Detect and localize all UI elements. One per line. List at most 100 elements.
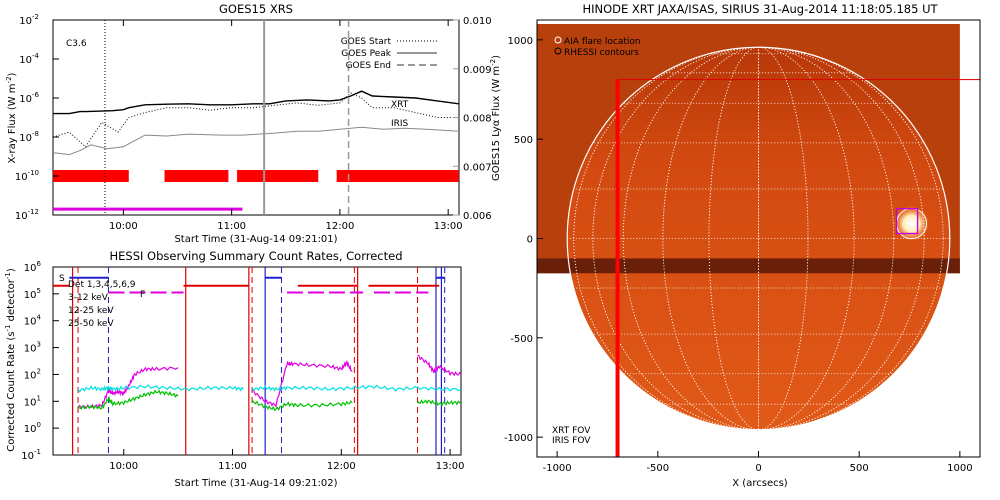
hessi-series [77, 354, 461, 412]
xrt-x-axis-label: X (arcsecs) [732, 478, 788, 489]
goes-y2-tick-label-1: 0.007 [463, 162, 492, 173]
goes-y2-tick-label-0: 0.006 [463, 211, 492, 222]
goes-x-ticks: 10:00 11:00 12:00 13:00 [109, 20, 463, 232]
fov-boxes [615, 79, 980, 457]
hessi-y-tick-label-0-exp: -1 [34, 448, 41, 456]
hessi-flag-bars [53, 276, 445, 294]
goes-y-tick-label-0-exp: -12 [28, 208, 39, 216]
hessi-series-0-segment-2 [417, 354, 461, 377]
hessi-y-axis-label: Corrected Count Rate (s-1 detector-1) [4, 268, 17, 452]
goes-y-tick-label-2-exp: -8 [32, 130, 39, 138]
hessi-y-tick-label-6: 105 [24, 287, 41, 301]
xrt-x-ticks: -1000 -500 0 500 1000 [543, 451, 973, 474]
hessi-series-0-segment-1 [252, 360, 353, 409]
goes-y-tick-label-0: 10-12 [15, 208, 39, 222]
hessi-x-tick-label-1: 11:00 [218, 461, 247, 472]
hessi-y-tick-label-1-exp: 0 [37, 421, 41, 429]
hessi-vertical-markers [71, 267, 446, 455]
hessi-title: HESSI Observing Summary Count Rates, Cor… [109, 249, 402, 263]
goes-series-1 [53, 126, 459, 156]
hessi-y-tick-label-4-base: 10 [24, 344, 37, 355]
hessi-y-tick-label-4: 103 [24, 341, 41, 355]
xrt-y-tick-label-3: 500 [514, 135, 533, 146]
goes-y-tick-label-3: 10-6 [19, 91, 39, 105]
hessi-x-axis-label: Start Time (31-Aug-14 09:21:02) [174, 478, 337, 489]
hessi-y-tick-label-5-base: 10 [24, 317, 37, 328]
hessi-y-tick-label-2: 101 [24, 394, 41, 408]
goes-y-tick-label-2: 10-8 [19, 130, 39, 144]
goes-legend: GOES Start GOES Peak GOES End [341, 37, 437, 71]
xrt-interval-bar-0 [53, 170, 129, 182]
flare-brightening [893, 205, 930, 242]
hessi-y-tick-label-0: 10-1 [21, 448, 41, 462]
goes-y2-ticks: 0.006 0.007 0.008 0.009 0.010 [453, 16, 492, 222]
iris-fov-box [895, 208, 919, 235]
image-lower-edge-band [537, 258, 960, 274]
xrt-legend: AIA flare location RHESSI contours [554, 36, 641, 58]
longitude-line [622, 47, 895, 430]
iris-label: IRIS [391, 119, 409, 129]
goes-flare-class: C3.6 [66, 39, 87, 49]
goes-series-0 [53, 90, 459, 115]
hessi-series-2-segment-0 [77, 384, 244, 393]
hessi-series-2-segment-1 [251, 384, 418, 392]
legend-rhessi: RHESSI contours [564, 48, 639, 58]
goes-event-markers [104, 20, 350, 215]
goes-y-tick-label-4-exp: -4 [32, 52, 40, 60]
xrt-label: XRT [391, 100, 409, 110]
goes-y-tick-label-4-base: 10 [19, 55, 32, 66]
xrt-x-tick-label-4: 1000 [947, 463, 972, 474]
xrt-interval-bar-2 [237, 170, 319, 182]
goes-y-tick-label-4: 10-4 [19, 52, 39, 66]
hessi-y-tick-label-2-exp: 1 [37, 394, 41, 402]
goes-y-tick-label-0-base: 10 [15, 211, 28, 222]
hessi-y-tick-label-3: 102 [24, 367, 41, 381]
hessi-y-tick-label-5-exp: 4 [37, 314, 42, 322]
hessi-y-tick-label-3-exp: 2 [37, 367, 41, 375]
longitude-line [708, 47, 809, 430]
hessi-flag-f: F [140, 290, 145, 300]
goes-x-tick-label-2: 12:00 [325, 221, 354, 232]
goes-plot-frame [52, 19, 460, 216]
hessi-x-tick-label-2: 12:00 [327, 461, 356, 472]
goes-x-tick-label-0: 10:00 [109, 221, 138, 232]
hessi-panel: HESSI Observing Summary Count Rates, Cor… [4, 249, 465, 489]
hessi-series-1-segment-1 [251, 399, 353, 412]
goes-y2-tick-label-2: 0.008 [463, 114, 492, 125]
goes-y-axis-label: X-ray Flux (W m-2) [5, 72, 18, 163]
hessi-y-tick-label-7-exp: 6 [37, 260, 42, 268]
longitude-line [592, 47, 925, 430]
hessi-y-tick-label-7-base: 10 [24, 263, 37, 274]
goes-y-tick-label-5-base: 10 [19, 16, 32, 27]
xrt-y-tick-label-1: -500 [510, 334, 533, 345]
goes-instrument-bars [53, 170, 459, 211]
hessi-y-tick-label-2-base: 10 [24, 397, 37, 408]
legend-25-50kev: 25-50 keV [68, 319, 114, 329]
hessi-y-tick-label-1: 100 [24, 421, 41, 435]
legend-goes-end: GOES End [346, 61, 391, 71]
legend-12-25kev: 12-25 keV [68, 306, 114, 316]
goes-y2-tick-label-4: 0.010 [463, 16, 492, 27]
legend-aia-flare: AIA flare location [564, 37, 641, 47]
hessi-x-ticks: 10:00 11:00 12:00 13:00 [109, 449, 465, 472]
goes-y-tick-label-1-exp: -10 [28, 169, 39, 177]
hessi-y-tick-label-0-base: 10 [21, 451, 34, 462]
xrt-x-tick-label-2: 0 [755, 463, 761, 474]
legend-goes-start: GOES Start [341, 37, 392, 47]
xrt-x-tick-label-0: -1000 [543, 463, 572, 474]
hessi-series-1-segment-0 [77, 389, 179, 411]
xrt-y-tick-label-2: 0 [527, 235, 533, 246]
goes-y-tick-label-5-exp: -2 [32, 13, 39, 21]
hessi-series-1-segment-2 [417, 399, 461, 407]
hessi-y-tick-label-5: 104 [24, 314, 42, 328]
goes-series [53, 90, 459, 156]
hessi-x-tick-label-3: 13:00 [436, 461, 465, 472]
xrt-x-tick-label-1: -500 [646, 463, 669, 474]
hessi-series-0-segment-0 [77, 366, 179, 410]
goes-y2-axis-label: GOES15 Lyα Flux (W m-2) [489, 55, 502, 181]
goes-x-axis-label: Start Time (31-Aug-14 09:21:01) [174, 234, 337, 245]
hessi-series-2-segment-2 [417, 386, 461, 392]
hessi-y-tick-label-1-base: 10 [24, 424, 37, 435]
